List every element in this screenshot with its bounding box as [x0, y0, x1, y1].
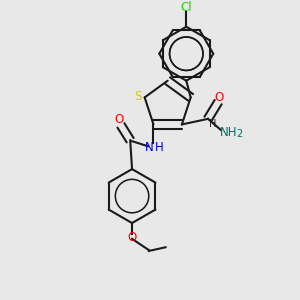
Text: S: S: [134, 90, 142, 103]
Text: 2: 2: [236, 129, 242, 139]
Text: O: O: [114, 113, 124, 126]
Text: O: O: [214, 91, 224, 104]
Text: H: H: [155, 141, 164, 154]
Text: H: H: [209, 119, 216, 129]
Text: NH: NH: [220, 126, 237, 139]
Text: O: O: [128, 231, 137, 244]
Text: N: N: [144, 141, 153, 154]
Text: Cl: Cl: [181, 1, 192, 14]
